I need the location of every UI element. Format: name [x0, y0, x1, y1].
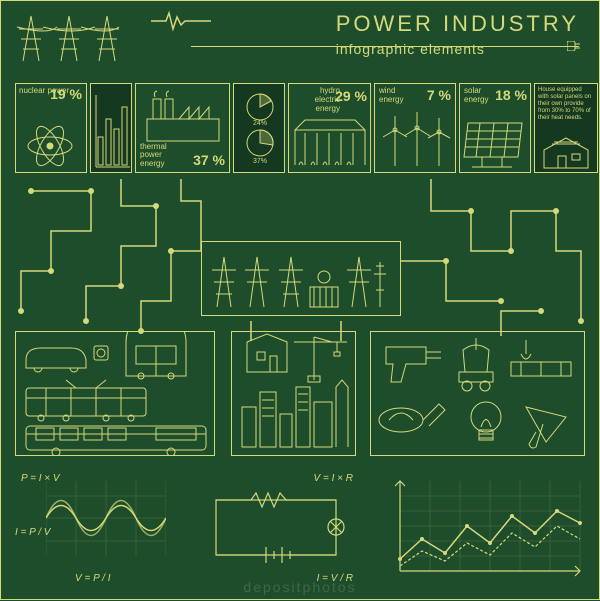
header: POWER INDUSTRY infographic elements	[336, 11, 579, 57]
infographic-frame: POWER INDUSTRY infographic elements nucl…	[0, 0, 600, 600]
thermal-pct: 37 %	[193, 152, 225, 168]
formula-vir: V = I × R	[314, 473, 353, 484]
hydro-pct: 29 %	[335, 88, 367, 104]
solar-panel-icon	[462, 115, 528, 170]
city-icons	[232, 332, 355, 455]
pie-charts-icon: 24% 37%	[237, 87, 283, 171]
energy-sources-row: nuclear power 19 % thermal power energy …	[15, 83, 585, 173]
solar-label: solar energy	[464, 87, 492, 105]
plug-line	[191, 45, 579, 47]
solar-card: solar energy 18 %	[459, 83, 531, 173]
transport-box	[15, 331, 215, 456]
atom-icon	[18, 106, 82, 170]
tools-box	[370, 331, 585, 456]
page-title: POWER INDUSTRY	[336, 11, 579, 37]
wind-pct: 7 %	[427, 87, 451, 103]
wind-label: wind energy	[379, 87, 409, 105]
house-text: House equipped with solar panels on thei…	[538, 87, 594, 121]
transport-icons	[16, 332, 214, 455]
svg-text:37%: 37%	[253, 158, 267, 165]
thermal-label: thermal power energy	[140, 143, 180, 169]
bars-card	[90, 83, 132, 173]
wave-chart	[46, 481, 166, 556]
dam-icon	[291, 115, 369, 170]
thermal-card: thermal power energy 37 %	[135, 83, 230, 173]
nuclear-card: nuclear power 19 %	[15, 83, 87, 173]
formula-vpi: V = P / I	[75, 573, 110, 584]
wind-card: wind energy 7 %	[374, 83, 456, 173]
city-box	[231, 331, 356, 456]
hydro-card: hydro electric energy 29 %	[288, 83, 371, 173]
transmission-icons	[202, 242, 400, 315]
pies-card: 24% 37%	[233, 83, 285, 173]
turbine-icon	[377, 110, 453, 170]
circuit-box: V = I × R I = V / R	[196, 471, 361, 586]
circuit-icon	[196, 485, 361, 575]
subtitle: infographic elements	[336, 41, 579, 57]
solar-pct: 18 %	[495, 87, 527, 103]
watermark: depositphotos	[243, 579, 356, 595]
ecg-icon	[151, 9, 211, 33]
house-card: House equipped with solar panels on thei…	[534, 83, 598, 173]
pylons-icon	[13, 11, 133, 66]
svg-text:24%: 24%	[253, 120, 267, 127]
transmission-box	[201, 241, 401, 316]
bar-chart-icon	[94, 87, 132, 171]
factory-icon	[139, 89, 227, 144]
tools-icons	[371, 332, 584, 455]
line-chart	[385, 471, 585, 586]
house-icon	[538, 134, 594, 170]
nuclear-pct: 19 %	[50, 86, 82, 102]
plug-icon	[567, 41, 581, 51]
